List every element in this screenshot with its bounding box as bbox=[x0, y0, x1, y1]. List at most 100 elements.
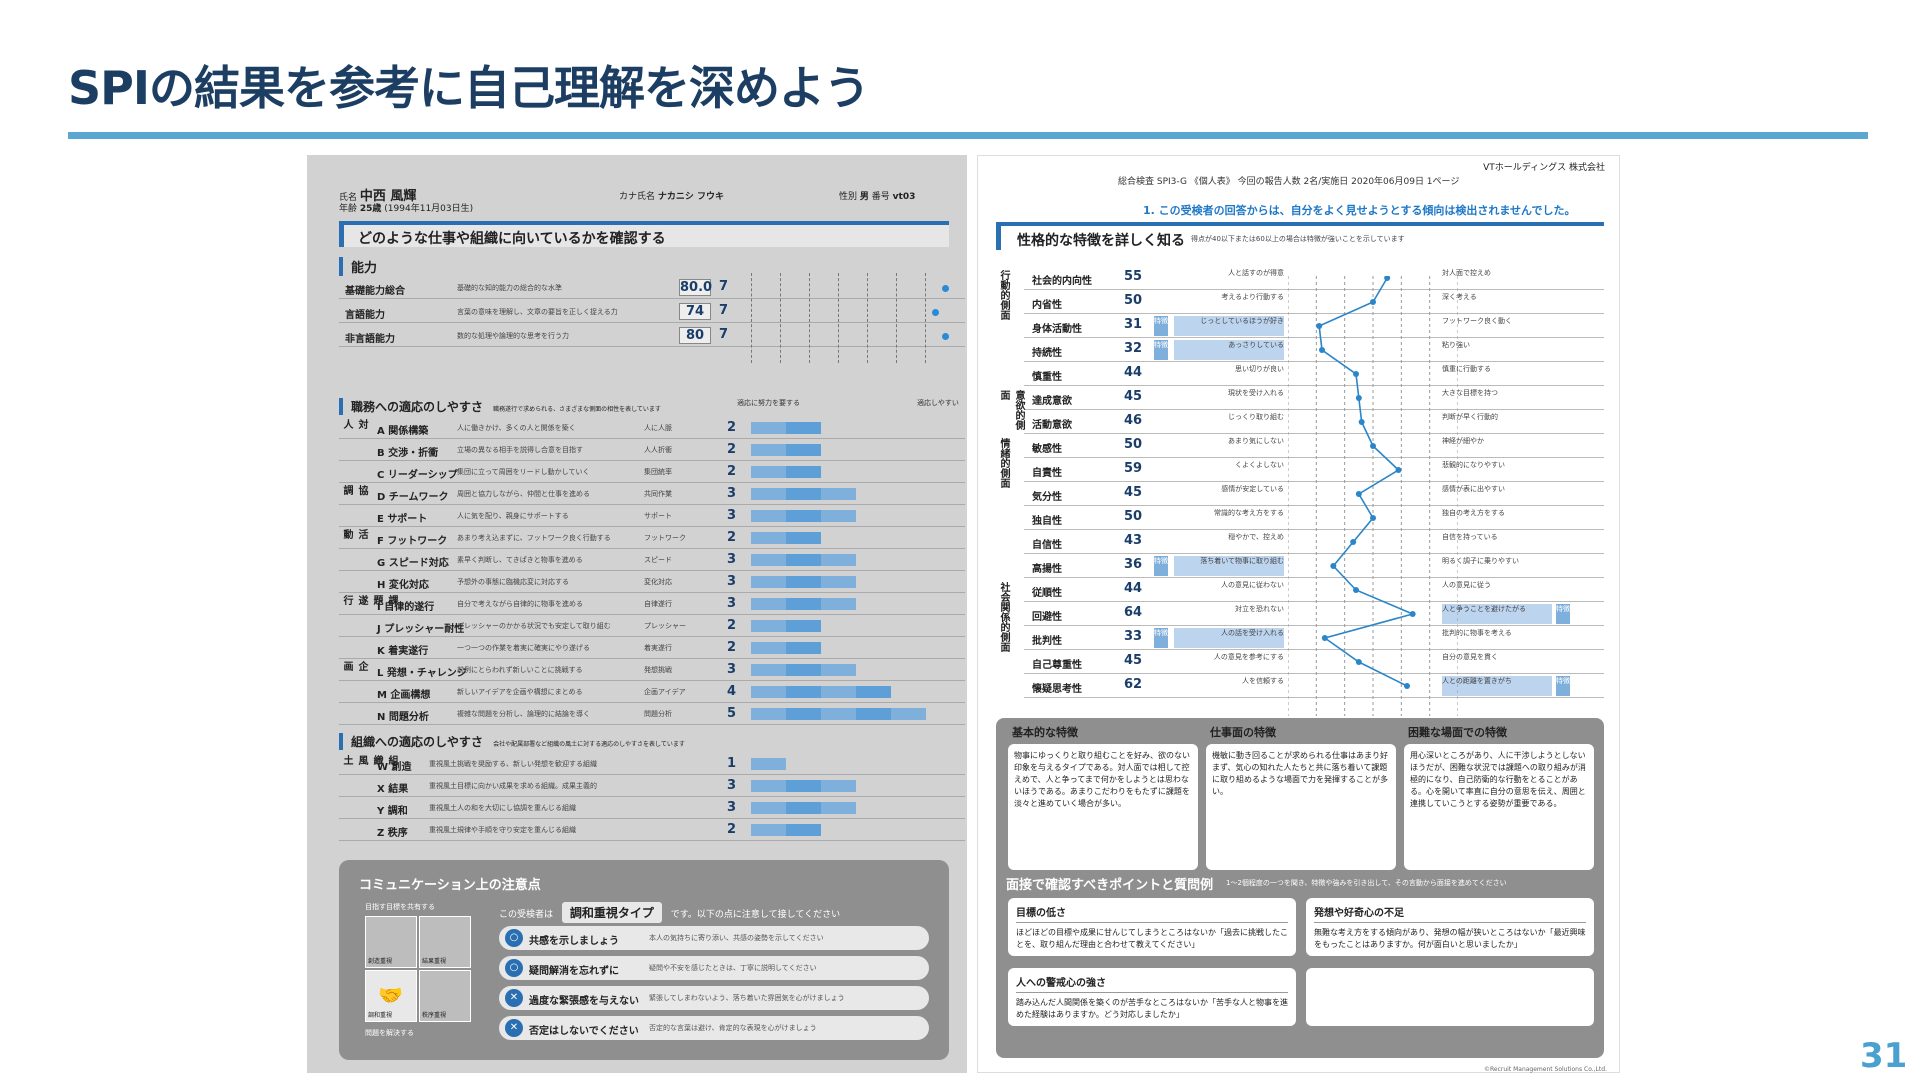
fit-bar-segment bbox=[821, 598, 856, 610]
ability-label: 能力 bbox=[339, 257, 377, 276]
tip-mark-icon: ○ bbox=[505, 959, 523, 977]
trait-score: 50 bbox=[1124, 437, 1143, 452]
profile-point bbox=[1370, 515, 1376, 521]
summary-box: 基本的な特徴 物事にゆっくりと取り組むことを好み、欲のない印象を与えるタイプである… bbox=[996, 718, 1604, 1058]
communication-intro: この受検者は 調和重視タイプ です。以下の点に注意して接してください bbox=[499, 902, 840, 923]
org-fit-desc: 規律や手順を守り安定を重んじる組織 bbox=[457, 826, 576, 834]
job-fit-desc: 新しいアイデアを企画や構想にまとめる bbox=[457, 688, 583, 696]
trait-category: 社会関係的側面 bbox=[998, 582, 1009, 652]
trait-left-desc: 常識的な考え方をする bbox=[1214, 509, 1284, 517]
candidate-gender: 男 bbox=[859, 192, 869, 202]
org-fit-name: Z 秩序 bbox=[377, 828, 408, 839]
trait-name: 自己尊重性 bbox=[1032, 660, 1082, 671]
job-fit-value: 3 bbox=[727, 486, 737, 501]
trait-row: 自責性 59 くよくよしない 悲観的になりやすい bbox=[1024, 458, 1604, 482]
profile-point bbox=[1404, 683, 1410, 689]
trait-score: 46 bbox=[1124, 413, 1143, 428]
summary-text: 物事にゆっくりと取り組むことを好み、欲のない印象を与えるタイプである。対人面では… bbox=[1008, 744, 1198, 870]
trait-row: 慎重性 44 思い切りが良い 慎重に行動する bbox=[1024, 362, 1604, 386]
report-header: 総合検査 SPI3-G 《個人表》 今回の報告人数 2名/実施日 2020年06… bbox=[1118, 177, 1460, 187]
fit-bar-segment bbox=[786, 686, 821, 698]
job-fit-name: E サポート bbox=[377, 514, 428, 525]
job-fit-desc: 立場の異なる相手を説得し合意を目指す bbox=[457, 446, 583, 454]
job-fit-row: E サポート 人に気を配り、親身にサポートする サポート 3 bbox=[339, 505, 965, 527]
job-fit-value: 3 bbox=[727, 596, 737, 611]
job-fit-row: M 企画構想 新しいアイデアを企画や構想にまとめる 企画アイデア 4 bbox=[339, 681, 965, 703]
interview-card-text: 踏み込んだ人間関係を築くのが苦手なところはないか「苦手な人と物事を進めた経験はあ… bbox=[1016, 998, 1288, 1019]
trait-score: 36 bbox=[1124, 557, 1143, 572]
summary-text: 機敏に動き回ることが求められる仕事はあまり好まず、気心の知れた人たちと共に落ち着… bbox=[1206, 744, 1396, 870]
trait-row: 敏感性 50 あまり気にしない 神経が細やか bbox=[1024, 434, 1604, 458]
trait-row: 持続性 32 特徴 あっさりしている 粘り強い bbox=[1024, 338, 1604, 362]
trait-score: 59 bbox=[1124, 461, 1143, 476]
org-fit-name: W 創造 bbox=[377, 762, 412, 773]
job-fit-sub: 共同作業 bbox=[644, 490, 672, 498]
profile-point bbox=[1384, 276, 1391, 281]
trait-score: 45 bbox=[1124, 389, 1143, 404]
trait-row: 自信性 43 穏やかで、控えめ 自信を持っている bbox=[1024, 530, 1604, 554]
job-fit-desc: 集団に立って周囲をリードし動かしていく bbox=[457, 468, 590, 476]
company-name: VTホールディングス 株式会社 bbox=[1483, 163, 1605, 173]
profile-point bbox=[1358, 419, 1365, 425]
quadrant-label: 秩序重視 bbox=[422, 1012, 447, 1019]
ability-score: 80.0 bbox=[679, 279, 713, 296]
communication-type-badge: 調和重視タイプ bbox=[561, 902, 662, 923]
trait-category: 情緒的側面 bbox=[998, 438, 1009, 488]
communication-title: コミュニケーション上の注意点 bbox=[359, 878, 541, 893]
trait-row: 自己尊重性 45 人の意見を参考にする 自分の意見を貫く bbox=[1024, 650, 1604, 674]
trait-score: 50 bbox=[1124, 293, 1143, 308]
communication-tip: ○ 共感を示しましょう 本人の気持ちに寄り添い、共感の姿勢を示してください bbox=[499, 926, 929, 950]
trait-right-desc: 批判的に物事を考える bbox=[1442, 629, 1512, 637]
trait-left-desc: 考えるより行動する bbox=[1221, 293, 1284, 301]
job-fit-value: 3 bbox=[727, 574, 737, 589]
trait-name: 従順性 bbox=[1032, 588, 1062, 599]
tip-label: 否定はしないでください bbox=[529, 1026, 639, 1037]
job-fit-value: 2 bbox=[727, 618, 737, 633]
job-fit-sub: スピード bbox=[644, 556, 672, 564]
job-fit-title: 職務への適応のしやすさ bbox=[351, 400, 483, 414]
profile-point bbox=[1355, 659, 1362, 665]
trait-left-desc: 人の話を受け入れる bbox=[1174, 628, 1284, 648]
fit-bar-segment bbox=[821, 488, 856, 500]
job-fit-label: 職務への適応のしやすさ 職務遂行で求められる、さまざまな側面の相性を表しています bbox=[339, 398, 661, 415]
ability-marker bbox=[942, 333, 950, 340]
fit-bar-segment bbox=[821, 510, 856, 522]
fit-bar-segment bbox=[821, 708, 856, 720]
job-fit-name: F フットワーク bbox=[377, 536, 448, 547]
personality-profile-chart: 20304050607080 bbox=[1288, 276, 1458, 716]
fit-bar-segment bbox=[786, 422, 821, 434]
trait-left-desc: 対立を恐れない bbox=[1235, 605, 1284, 613]
communication-type-diagram: 目指す目標を共有する 創造重視 結果重視 🤝 調和重視 秩序重視 問題を解決する bbox=[357, 902, 477, 1052]
job-fit-sub: 変化対応 bbox=[644, 578, 672, 586]
traits-band: 性格的な特徴を詳しく知る 得点が40以下または60以上の場合は特徴が強いことを示… bbox=[996, 222, 1604, 250]
trait-left-desc: 落ち着いて物事に取り組む bbox=[1174, 556, 1284, 576]
job-fit-row: C リーダーシップ 集団に立って周囲をリードし動かしていく 集団統率 2 bbox=[339, 461, 965, 483]
ability-gridline bbox=[751, 273, 752, 363]
trait-right-desc: 感情が表に出やすい bbox=[1442, 485, 1505, 493]
profile-point bbox=[1353, 587, 1359, 593]
candidate-age: 25歳 bbox=[359, 204, 382, 214]
fit-bar-segment bbox=[751, 824, 786, 836]
job-fit-desc: プレッシャーのかかる状況でも安定して取り組む bbox=[457, 622, 611, 630]
fit-bar-segment bbox=[786, 780, 821, 792]
trait-right-desc: 自信を持っている bbox=[1442, 533, 1498, 541]
job-fit-row: 活動 F フットワーク あまり考え込まずに、フットワーク良く行動する フットワーク 2 bbox=[339, 527, 965, 549]
ability-stanine: 7 bbox=[719, 303, 729, 318]
profile-point bbox=[1355, 395, 1362, 401]
profile-point bbox=[1395, 467, 1402, 473]
diagram-bottom-label: 問題を解決する bbox=[365, 1029, 414, 1037]
age-label: 年齢 bbox=[339, 204, 358, 214]
tip-text: 疑問や不安を感じたときは、丁寧に説明してください bbox=[649, 964, 817, 972]
job-fit-desc: 予想外の事態に臨機応変に対応する bbox=[457, 578, 569, 586]
job-fit-name: M 企画構想 bbox=[377, 690, 431, 701]
candidate-name: 中西 風輝 bbox=[359, 189, 417, 204]
org-fit-row: X 結果 重視風土 目標に向かい成果を求める組織。成果主義的 3 bbox=[339, 775, 965, 797]
org-fit-name: X 結果 bbox=[377, 784, 409, 795]
profile-point bbox=[1355, 491, 1362, 497]
job-fit-name: K 着実遂行 bbox=[377, 646, 429, 657]
trait-row: 批判性 33 特徴 人の話を受け入れる 批判的に物事を考える bbox=[1024, 626, 1604, 650]
trait-right-desc: 粘り強い bbox=[1442, 341, 1470, 349]
trait-row: 活動意欲 46 じっくり取り組む 判断が早く行動的 bbox=[1024, 410, 1604, 434]
interview-card bbox=[1306, 968, 1594, 1026]
